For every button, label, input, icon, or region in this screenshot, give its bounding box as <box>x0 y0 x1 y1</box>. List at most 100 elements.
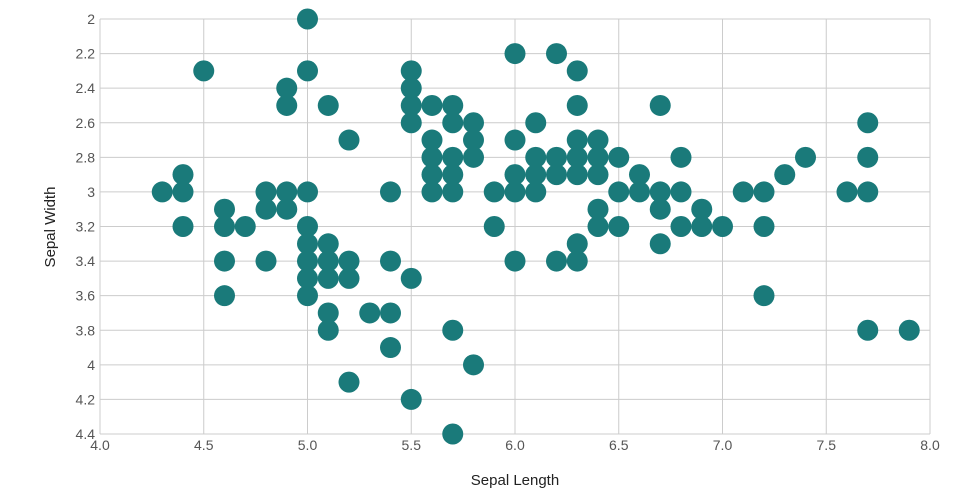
data-point <box>214 250 235 272</box>
y-tick-label: 4 <box>87 357 95 373</box>
data-point <box>172 181 194 203</box>
data-point <box>317 94 339 116</box>
data-point <box>442 319 464 341</box>
data-point <box>504 181 526 203</box>
data-point <box>670 181 692 203</box>
data-points <box>151 8 920 445</box>
data-point <box>297 60 318 82</box>
data-point <box>857 319 879 341</box>
data-point <box>712 216 733 237</box>
data-point <box>234 216 256 237</box>
data-point <box>649 198 671 220</box>
x-tick-label: 6.0 <box>505 437 525 453</box>
data-point <box>504 250 526 272</box>
data-point <box>525 181 547 203</box>
data-point <box>380 181 401 203</box>
data-point <box>421 94 443 116</box>
data-point <box>421 129 443 151</box>
data-point <box>587 146 609 168</box>
data-point <box>400 388 422 410</box>
data-point <box>753 181 775 203</box>
y-tick-label: 4.2 <box>76 391 96 407</box>
x-tick-label: 7.5 <box>817 437 837 453</box>
data-point <box>317 302 339 324</box>
data-point <box>483 216 505 237</box>
data-point <box>566 60 588 82</box>
data-point <box>566 146 588 168</box>
data-point <box>151 181 173 203</box>
data-point <box>504 43 526 65</box>
data-point <box>546 164 567 186</box>
data-point <box>566 164 588 186</box>
data-point <box>297 285 318 307</box>
data-point <box>670 146 692 168</box>
data-point <box>629 181 650 203</box>
data-point <box>732 181 754 203</box>
data-point <box>276 198 298 220</box>
data-point <box>857 146 879 168</box>
data-point <box>608 146 630 168</box>
data-point <box>380 337 401 359</box>
data-point <box>442 164 464 186</box>
data-point <box>691 198 713 220</box>
data-point <box>214 216 235 237</box>
data-point <box>172 164 194 186</box>
grid <box>99 18 931 435</box>
data-point <box>255 181 277 203</box>
data-point <box>587 216 609 237</box>
x-tick-label: 5.5 <box>402 437 422 453</box>
data-point <box>172 216 194 237</box>
data-point <box>629 164 650 186</box>
data-point <box>193 60 215 82</box>
data-point <box>587 198 609 220</box>
data-point <box>525 164 547 186</box>
data-point <box>276 77 298 99</box>
x-tick-label: 5.0 <box>298 437 318 453</box>
data-point <box>649 181 671 203</box>
data-point <box>442 112 464 134</box>
data-point <box>317 250 339 272</box>
data-point <box>546 250 567 272</box>
data-point <box>691 216 713 237</box>
y-tick-label: 2.4 <box>76 80 96 96</box>
data-point <box>774 164 796 186</box>
y-tick-label: 2 <box>87 11 95 27</box>
tick-labels: 4.0 4.5 5.0 5.5 6.0 6.5 7.0 7.5 8.0 2 2.2 2.4 2.6 2.8… <box>76 11 940 453</box>
y-tick-label: 2.8 <box>76 149 96 165</box>
data-point <box>566 233 588 255</box>
y-tick-label: 3.4 <box>76 253 96 269</box>
data-point <box>400 267 422 289</box>
data-point <box>442 423 464 445</box>
data-point <box>753 285 775 307</box>
data-point <box>442 181 464 203</box>
data-point <box>608 216 630 237</box>
data-point <box>214 198 235 220</box>
data-point <box>255 198 277 220</box>
data-point <box>649 233 671 255</box>
data-point <box>380 302 401 324</box>
data-point <box>400 60 422 82</box>
data-point <box>400 77 422 99</box>
data-point <box>504 164 526 186</box>
data-point <box>297 250 318 272</box>
data-point <box>504 129 526 151</box>
x-tick-label: 6.5 <box>609 437 629 453</box>
data-point <box>276 94 298 116</box>
data-point <box>380 250 401 272</box>
y-tick-label: 3.2 <box>76 219 96 235</box>
data-point <box>359 302 381 324</box>
data-point <box>338 129 360 151</box>
x-tick-label: 4.0 <box>90 437 110 453</box>
y-axis-title: Sepal Width <box>42 187 59 268</box>
y-tick-label: 3 <box>87 184 95 200</box>
data-point <box>753 216 775 237</box>
data-point <box>483 181 505 203</box>
x-axis-title: Sepal Length <box>471 472 559 489</box>
x-tick-label: 4.5 <box>194 437 214 453</box>
y-tick-label: 3.8 <box>76 322 96 338</box>
data-point <box>338 267 360 289</box>
data-point <box>670 216 692 237</box>
data-point <box>649 94 671 116</box>
y-tick-label: 3.6 <box>76 288 96 304</box>
data-point <box>400 94 422 116</box>
